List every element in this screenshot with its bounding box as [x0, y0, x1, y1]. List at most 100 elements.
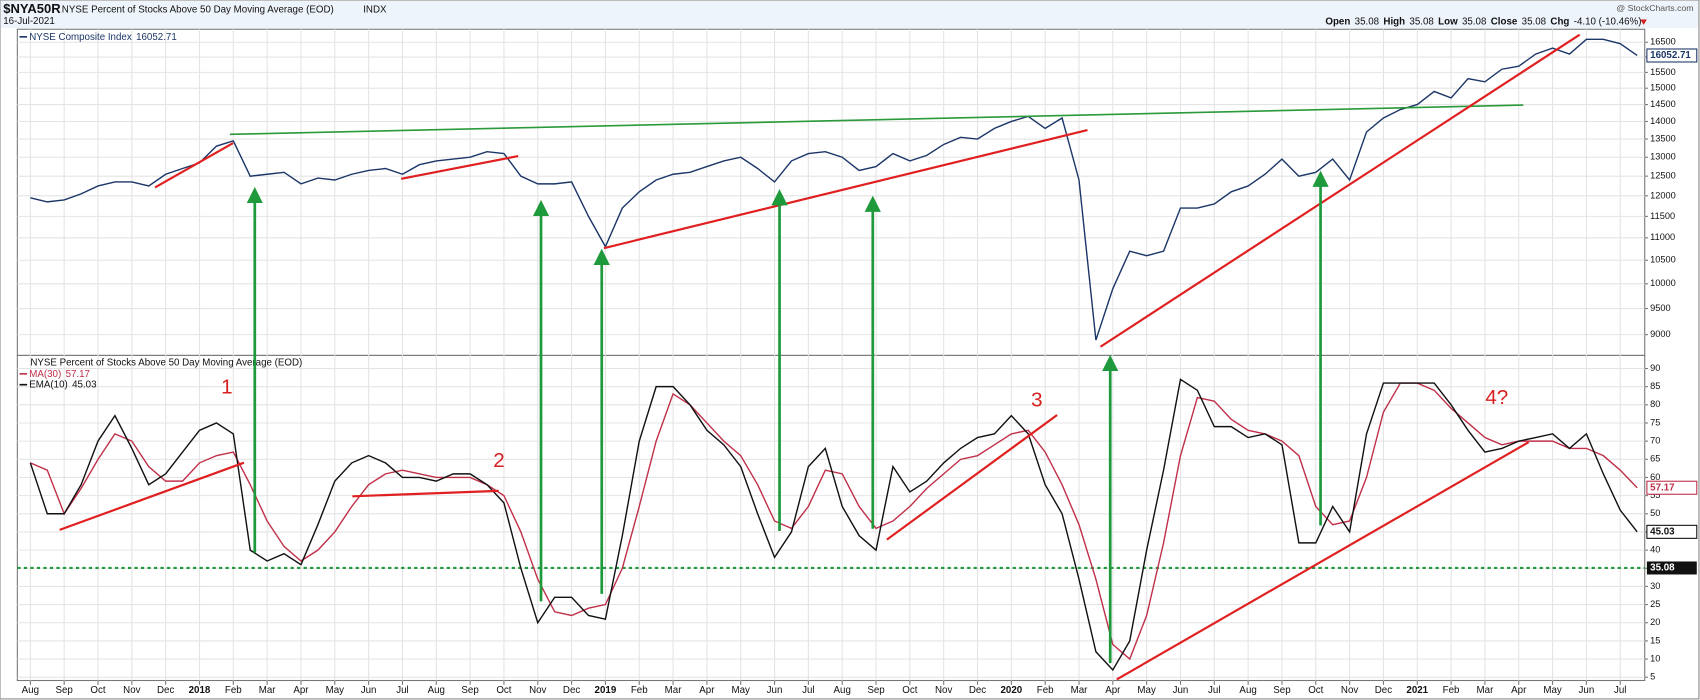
x-tick-label: Dec: [563, 685, 580, 696]
y-tick-label: 85: [1650, 381, 1660, 391]
y-tick-label: 25: [1650, 599, 1660, 609]
quote-part: Chg: [1550, 16, 1569, 27]
x-tick-label: Dec: [969, 685, 986, 696]
trend-line: [886, 414, 1058, 541]
date: 16-Jul-2021: [3, 16, 55, 27]
trend-line: [352, 489, 499, 498]
legend-part: MA(30): [29, 368, 61, 379]
x-tick-label: Feb: [225, 685, 242, 696]
legend-label: MA(30) 57.17: [29, 368, 90, 379]
annotation-label: 4?: [1485, 386, 1508, 409]
x-tick-label: Sep: [461, 685, 479, 696]
x-tick-label: Feb: [1037, 685, 1054, 696]
x-tick-label: Jul: [396, 685, 408, 696]
x-tick-label: Mar: [665, 685, 683, 696]
y-tick-label: 65: [1650, 454, 1660, 464]
x-tick-label: Sep: [56, 685, 74, 696]
quote-text: Open 35.08 High 35.08 Low 35.08 Close 35.08 Chg -…: [1325, 16, 1641, 27]
y-tick-label: 80: [1650, 399, 1660, 409]
x-tick-label: Jul: [1614, 685, 1626, 696]
value-tag-label: 57.17: [1650, 482, 1674, 493]
y-tick-label: 90: [1650, 363, 1660, 373]
x-tick-label: Jun: [1173, 685, 1189, 696]
x-tick-label: May: [326, 685, 345, 696]
down-marker: [1640, 19, 1647, 25]
x-tick-label: Aug: [22, 685, 39, 696]
panel-title: NYSE Percent of Stocks Above 50 Day Movi…: [30, 358, 302, 369]
y-tick-label: 70: [1650, 436, 1660, 446]
y-tick-label: 14000: [1650, 116, 1676, 126]
x-tick-label: Aug: [1239, 685, 1256, 696]
y-tick-label: 40: [1650, 545, 1660, 555]
legend-part: 16052.71: [136, 31, 177, 42]
x-tick-label: Apr: [1105, 685, 1121, 696]
annotation-label: 2: [493, 449, 504, 472]
series-line: [29, 378, 1638, 672]
legend-part: NYSE Composite Index: [29, 31, 132, 42]
quote-part: Open: [1325, 16, 1350, 27]
series-line: [30, 38, 1638, 341]
value-tag: [1646, 524, 1698, 539]
x-tick-label: Sep: [1273, 685, 1291, 696]
value-tag-label: 45.03: [1650, 526, 1675, 537]
y-tick-label: 10: [1650, 654, 1660, 664]
description: NYSE Percent of Stocks Above 50 Day Movi…: [62, 4, 334, 15]
trend-line: [1116, 441, 1530, 681]
trend-line: [59, 461, 245, 531]
x-tick-label: Jun: [1579, 685, 1595, 696]
legend-part: 57.17: [66, 368, 90, 379]
quote: Open 35.08 High 35.08 Low 35.08 Close 35.08 Chg -…: [1325, 16, 1647, 27]
value-tag: [1646, 480, 1698, 495]
x-tick-label: Nov: [935, 685, 952, 696]
quote-part: 35.08: [1522, 16, 1546, 27]
indicator-panel: [16, 354, 1646, 682]
x-tick-label: Apr: [1511, 685, 1527, 696]
y-tick-label: 75: [1650, 417, 1660, 427]
quote-part: 35.08: [1462, 16, 1486, 27]
y-tick-label: 15: [1650, 635, 1660, 645]
x-tick-label: Jul: [1208, 685, 1220, 696]
y-tick-label: 10000: [1650, 278, 1676, 288]
trend-line: [603, 128, 1088, 250]
source: @ StockCharts.com: [1616, 3, 1693, 13]
x-tick-label: Apr: [699, 685, 715, 696]
x-tick-label: Mar: [1071, 685, 1089, 696]
x-tick-label: Dec: [1375, 685, 1392, 696]
x-tick-label: Feb: [631, 685, 648, 696]
symbol: $NYA50R: [3, 1, 61, 16]
x-tick-label: Feb: [1443, 685, 1460, 696]
quote-part: 35.08: [1355, 16, 1379, 27]
x-tick-label: Oct: [902, 685, 917, 696]
y-tick-label: 5: [1650, 672, 1655, 682]
legend-part: EMA(10): [29, 379, 67, 390]
trend-line: [400, 154, 519, 180]
y-tick-label: 9000: [1650, 329, 1670, 339]
x-tick-label: 2020: [1000, 685, 1022, 696]
value-tag-label: 16052.71: [1650, 50, 1691, 61]
y-tick-label: 15000: [1650, 83, 1676, 93]
y-tick-label: 50: [1650, 508, 1660, 518]
x-tick-label: Nov: [1341, 685, 1358, 696]
y-tick-label: 60: [1650, 472, 1660, 482]
y-tick-label: 55: [1650, 490, 1660, 500]
quote-part: 35.08: [1409, 16, 1433, 27]
y-tick-label: 9500: [1650, 303, 1670, 313]
quote-part: High: [1383, 16, 1405, 27]
x-tick-label: Mar: [259, 685, 277, 696]
y-tick-label: 11000: [1650, 232, 1675, 242]
annotations: [59, 33, 1581, 681]
legend-label: NYSE Composite Index 16052.71: [29, 31, 176, 42]
x-tick-label: Jul: [802, 685, 814, 696]
y-tick-label: 13500: [1650, 133, 1676, 143]
x-tick-label: Jun: [767, 685, 783, 696]
y-tick-label: 11500: [1650, 211, 1675, 221]
legend-part: 45.03: [72, 379, 96, 390]
plots: Aug Sep Oct Nov Dec 2018 Feb Mar Apr May Jun Jul Aug…: [17, 29, 1698, 696]
x-tick-label: Sep: [867, 685, 885, 696]
x-tick-label: May: [1137, 685, 1156, 696]
y-tick-label: 30: [1650, 581, 1660, 591]
quote-part: Close: [1491, 16, 1518, 27]
x-tick-label: 2021: [1406, 685, 1428, 696]
